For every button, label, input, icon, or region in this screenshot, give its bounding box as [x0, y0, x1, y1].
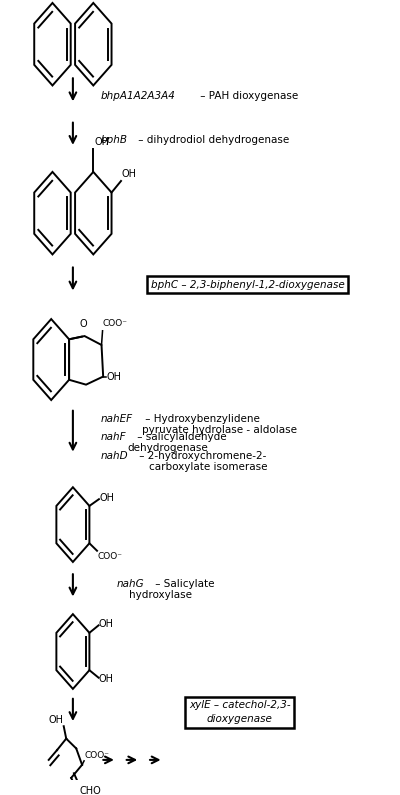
Text: OH: OH — [99, 619, 114, 629]
Text: COO⁻: COO⁻ — [84, 751, 110, 760]
Text: carboxylate isomerase: carboxylate isomerase — [149, 462, 267, 472]
Text: bhpA1A2A3A4: bhpA1A2A3A4 — [101, 91, 176, 101]
Text: nahF: nahF — [101, 432, 126, 442]
Text: bphC – 2,3-biphenyl-1,2-dioxygenase: bphC – 2,3-biphenyl-1,2-dioxygenase — [151, 280, 344, 290]
Text: OH: OH — [100, 494, 114, 503]
Text: OH: OH — [95, 138, 110, 147]
Text: COO⁻: COO⁻ — [98, 552, 122, 560]
Text: OH: OH — [99, 674, 114, 684]
Text: – salicylaldehyde: – salicylaldehyde — [134, 432, 226, 442]
Text: OH: OH — [122, 169, 136, 180]
Text: hydroxylase: hydroxylase — [129, 590, 192, 599]
Text: nahD: nahD — [101, 451, 128, 461]
Text: nahEF: nahEF — [101, 413, 133, 424]
Text: nahG: nahG — [116, 579, 144, 589]
Text: pyruvate hydrolase - aldolase: pyruvate hydrolase - aldolase — [142, 425, 297, 435]
Text: O: O — [80, 319, 87, 329]
Text: – PAH dioxygenase: – PAH dioxygenase — [197, 91, 298, 101]
Text: OH: OH — [48, 715, 63, 725]
Text: COO⁻: COO⁻ — [103, 319, 128, 328]
Text: xylE – catechol-2,3-
dioxygenase: xylE – catechol-2,3- dioxygenase — [189, 700, 290, 724]
Text: – dihydrodiol dehydrogenase: – dihydrodiol dehydrogenase — [135, 135, 290, 145]
Text: OH: OH — [106, 371, 121, 382]
Text: CHO: CHO — [79, 786, 101, 795]
Text: bphB: bphB — [101, 135, 128, 145]
Text: – Hydroxybenzylidene: – Hydroxybenzylidene — [142, 413, 260, 424]
Text: dehydrogenase: dehydrogenase — [128, 444, 208, 453]
Text: – Salicylate: – Salicylate — [152, 579, 214, 589]
Text: – 2-hydroxychromene-2-: – 2-hydroxychromene-2- — [136, 451, 266, 461]
